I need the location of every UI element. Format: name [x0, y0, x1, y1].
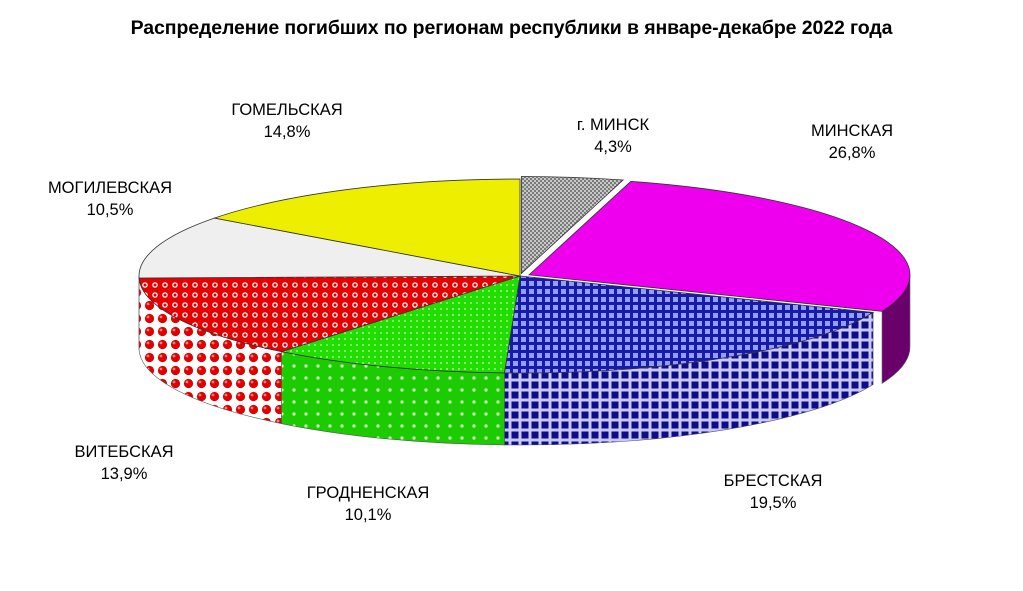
slice-label-name: МОГИЛЕВСКАЯ: [47, 179, 173, 197]
slice-label-value: 10,1%: [344, 506, 392, 524]
slice-label-value: 14,8%: [263, 123, 311, 141]
pie-slice-3: [279, 275, 521, 374]
slice-label-name: г. МИНСК: [576, 116, 650, 134]
slice-label-2: БРЕСТСКАЯ 19,5%: [724, 470, 823, 514]
slice-label-value: 13,9%: [100, 465, 148, 483]
slice-label-name: ВИТЕБСКАЯ: [74, 443, 174, 461]
slice-label-value: 10,5%: [86, 201, 134, 219]
pie-slice-5: [138, 217, 521, 279]
slice-label-0: г. МИНСК 4,3%: [577, 114, 649, 158]
slice-label-name: ГРОДНЕНСКАЯ: [306, 484, 430, 502]
slice-label-6: ГОМЕЛЬСКАЯ 14,8%: [231, 99, 342, 143]
slice-label-name: БРЕСТСКАЯ: [723, 472, 823, 490]
chart-title: Распределение погибших по регионам респу…: [130, 17, 893, 39]
pie-slice-0: [520, 176, 625, 275]
slice-label-4: ВИТЕБСКАЯ 13,9%: [74, 441, 173, 485]
pie-slice-2: [503, 275, 875, 374]
pie-slice-6: [212, 178, 521, 277]
slice-label-name: ГОМЕЛЬСКАЯ: [231, 101, 343, 119]
pie-slice-4: [138, 275, 521, 353]
slice-label-name: МИНСКАЯ: [811, 122, 893, 140]
slice-label-1: МИНСКАЯ 26,8%: [811, 120, 893, 164]
slice-label-value: 26,8%: [828, 144, 876, 162]
slice-label-value: 19,5%: [749, 494, 797, 512]
slice-label-3: ГРОДНЕНСКАЯ 10,1%: [307, 482, 430, 526]
slice-label-value: 4,3%: [594, 138, 632, 156]
slice-label-5: МОГИЛЕВСКАЯ 10,5%: [48, 177, 172, 221]
pie-slice-1: [528, 180, 911, 312]
